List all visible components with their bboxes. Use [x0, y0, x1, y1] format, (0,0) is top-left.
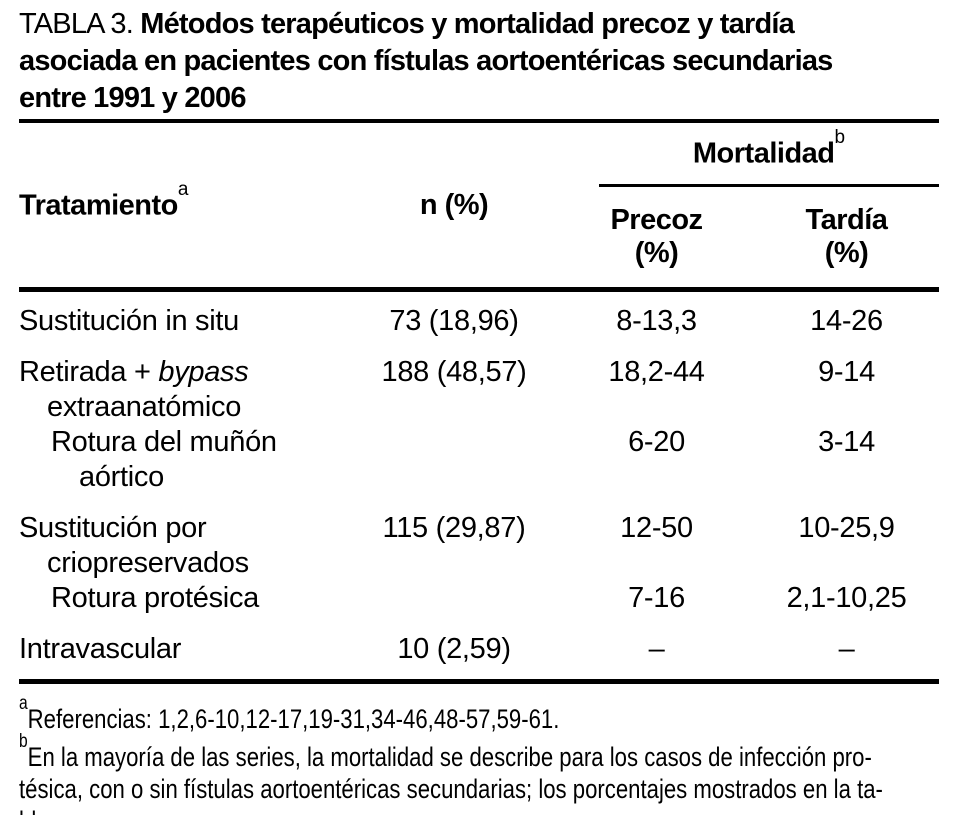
early-mortality-cell: 6-20 — [628, 426, 685, 458]
table-title-line-3: entre 1991 y 2006 — [19, 82, 246, 114]
late-header-line-1: Tardía — [805, 204, 888, 236]
n-cell: 73 (18,96) — [389, 305, 519, 337]
late-mortality-cell: 3-14 — [818, 426, 875, 458]
treatment-text: Retirada + — [19, 356, 159, 388]
table-title-line-1: TABLA 3. Métodos terapéuticos y mortalid… — [19, 6, 959, 43]
table-row: Sustitución in situ 73 (18,96) 8-13,3 14… — [19, 304, 939, 339]
treatment-header-label: Tratamiento — [19, 189, 178, 222]
table-row: Intravascular 10 (2,59) – – — [19, 632, 939, 667]
footnote-b-line-3: bla son rangos. — [19, 805, 790, 815]
footnote-b-text: En la mayoría de las series, la mortalid… — [27, 742, 872, 772]
table-title-text: Métodos terapéuticos y mortalidad precoz… — [140, 8, 795, 40]
table-title: TABLA 3. Métodos terapéuticos y mortalid… — [19, 6, 959, 117]
n-cell: 10 (2,59) — [397, 633, 511, 665]
n-cell: 115 (29,87) — [382, 512, 526, 544]
table-row: Retirada + bypass extraanatómico 188 (48… — [19, 355, 939, 425]
early-mortality-cell: 7-16 — [628, 582, 685, 614]
n-cell: 188 (48,57) — [381, 356, 527, 388]
late-mortality-cell: 10-25,9 — [798, 512, 895, 544]
late-mortality-cell: 9-14 — [818, 356, 875, 388]
late-mortality-cell: – — [838, 633, 855, 665]
late-mortality-cell: 2,1-10,25 — [786, 582, 907, 614]
early-mortality-cell: – — [648, 633, 665, 665]
table-header: Tratamientoa n (%) Mortalidadb Precoz (%)… — [19, 123, 939, 292]
table-title-line-2: asociada en pacientes con fístulas aorto… — [19, 45, 833, 77]
column-header-early-mortality: Precoz (%) — [559, 187, 754, 287]
table-subrow: Rotura protésica 7-16 2,1-10,25 — [19, 581, 939, 616]
treatment-cell: Sustitución por criopreservados — [19, 511, 349, 581]
treatment-wrap-line: criopreservados — [47, 547, 249, 579]
table-row: Sustitución por criopreservados 115 (29,… — [19, 511, 939, 581]
treatment-italic-text: bypass — [158, 356, 249, 388]
mortality-footnote-marker: b — [834, 127, 846, 149]
treatment-footnote-marker: a — [177, 178, 189, 200]
table-number-label: TABLA 3. — [19, 8, 134, 40]
footnote-b-line-2: tésica, con o sin fístulas aortoentérica… — [19, 774, 883, 804]
early-mortality-cell: 8-13,3 — [616, 305, 697, 337]
treatment-cell: Retirada + bypass extraanatómico — [19, 355, 349, 425]
table-body: Sustitución in situ 73 (18,96) 8-13,3 14… — [19, 292, 939, 679]
treatment-cell: Rotura protésica — [51, 582, 259, 614]
column-header-late-mortality: Tardía (%) — [754, 187, 939, 287]
column-header-treatment: Tratamientoa — [19, 179, 349, 223]
late-mortality-cell: 14-26 — [810, 305, 883, 337]
data-table: Tratamientoa n (%) Mortalidadb Precoz (%)… — [19, 119, 939, 684]
early-mortality-cell: 18,2-44 — [608, 356, 705, 388]
footnote-a-text: Referencias: 1,2,6-10,12-17,19-31,34-46,… — [27, 704, 560, 734]
late-header-line-2: (%) — [824, 237, 869, 269]
mortality-header-label: Mortalidad — [692, 137, 835, 170]
treatment-cell: Rotura del muñón aórtico — [19, 425, 349, 495]
column-group-header-mortality: Mortalidadb — [599, 123, 939, 187]
early-mortality-cell: 12-50 — [620, 512, 693, 544]
early-header-line-2: (%) — [634, 237, 679, 269]
footnote-a: aReferencias: 1,2,6-10,12-17,19-31,34-46… — [19, 693, 790, 735]
treatment-wrap-line: extraanatómico — [47, 391, 242, 423]
footnote-a-marker: a — [19, 693, 28, 714]
treatment-cell: Sustitución in situ — [19, 305, 239, 337]
column-header-n: n (%) — [419, 188, 489, 221]
table-footnotes: aReferencias: 1,2,6-10,12-17,19-31,34-46… — [19, 693, 959, 815]
treatment-wrap-line: aórtico — [79, 461, 164, 493]
early-header-line-1: Precoz — [610, 204, 703, 236]
footnote-b-marker: b — [19, 731, 28, 752]
table-subrow: Rotura del muñón aórtico 6-20 3-14 — [19, 425, 939, 495]
treatment-cell: Intravascular — [19, 633, 182, 665]
footnote-b-line-1: bEn la mayoría de las series, la mortali… — [19, 731, 872, 773]
